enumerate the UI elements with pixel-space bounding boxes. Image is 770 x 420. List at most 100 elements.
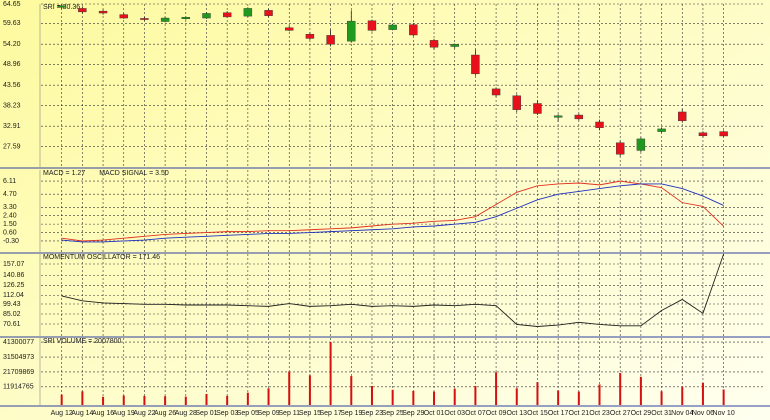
volume-bar (453, 388, 456, 405)
volume-bar (184, 396, 187, 405)
candle-body (657, 128, 666, 132)
x-tick-label: Nov 10 (713, 410, 735, 417)
y-tick-label: 27.59 (3, 143, 21, 150)
x-tick-label: Oct 21 (569, 410, 590, 417)
x-tick-label: Aug 16 (92, 410, 114, 417)
y-tick-label: 59.63 (3, 20, 21, 27)
candle-body (574, 114, 584, 120)
candle-body (512, 95, 521, 110)
legend: MOMENTUM OSCILLATOR = 171.46 (43, 254, 160, 261)
candle-body (181, 17, 191, 20)
volume-bar (267, 388, 270, 405)
candle-body (57, 5, 66, 8)
candle-body (326, 35, 335, 45)
x-tick-label: Sep 01 (195, 410, 217, 417)
candle-body (264, 10, 273, 16)
x-tick-label: Aug 12 (51, 410, 73, 417)
y-tick-label: 31504973 (3, 354, 34, 361)
x-tick-label: Oct 17 (548, 410, 569, 417)
legend: MACD SIGNAL = 3.50 (99, 170, 169, 177)
volume-bar (143, 395, 146, 405)
volume-bar (639, 376, 642, 405)
y-tick-label: 54.20 (3, 41, 21, 48)
y-tick-label: 112.04 (3, 292, 24, 299)
volume-bar (495, 372, 498, 405)
x-tick-label: Oct 09 (486, 410, 507, 417)
volume-bar (681, 386, 684, 405)
y-tick-label: 43.56 (3, 82, 21, 89)
candle-body (202, 13, 211, 19)
volume-bar (660, 391, 663, 405)
candle-body (367, 20, 377, 31)
candle-body (305, 34, 315, 39)
candle-body (119, 14, 128, 19)
x-tick-label: Aug 14 (71, 410, 93, 417)
y-tick-label: 70.61 (3, 321, 21, 328)
candle-body (678, 111, 687, 122)
candle-body (388, 24, 397, 30)
volume-bar (474, 385, 477, 405)
volume-bar (329, 342, 332, 405)
x-tick-label: Oct 31 (651, 410, 672, 417)
candle-body (222, 12, 232, 18)
y-tick-label: 3.30 (3, 204, 17, 211)
x-tick-label: Oct 29 (631, 410, 652, 417)
x-tick-label: Sep 09 (257, 410, 279, 417)
x-tick-label: Nov 06 (692, 410, 714, 417)
volume-bar (350, 376, 353, 405)
candle-body (471, 54, 480, 75)
volume-bar (102, 396, 105, 405)
x-tick-label: Aug 28 (175, 410, 197, 417)
y-tick-label: 11914765 (3, 384, 34, 391)
volume-bar (205, 394, 208, 405)
volume-bar (598, 384, 601, 405)
candle-body (553, 115, 563, 118)
volume-bar (288, 371, 291, 405)
candle-body (636, 138, 646, 151)
y-tick-label: 99.43 (3, 301, 21, 308)
volume-bar (557, 390, 560, 405)
candle-body (243, 8, 253, 17)
x-tick-label: Oct 03 (444, 410, 465, 417)
volume-bar (308, 375, 311, 405)
legend: SRI VOLUME = 2007800 (43, 338, 122, 345)
y-tick-label: 0.60 (3, 229, 17, 236)
y-tick-label: 4.70 (3, 191, 17, 198)
x-tick-label: Sep 05 (237, 410, 259, 417)
volume-bar (370, 385, 373, 405)
x-tick-label: Sep 29 (402, 410, 424, 417)
volume-bar (433, 391, 436, 405)
y-tick-label: 1.50 (3, 221, 17, 228)
series-line (61, 253, 725, 327)
candle-body (285, 27, 294, 31)
candle-body (347, 20, 356, 42)
volume-bar (722, 389, 725, 405)
candle-body (140, 18, 149, 20)
x-tick-label: Sep 23 (361, 410, 383, 417)
candle-body (78, 8, 87, 13)
y-tick-label: -0.30 (3, 238, 19, 245)
volume-bar (701, 382, 704, 405)
candle-body (160, 17, 170, 22)
volume-bar (81, 391, 84, 405)
volume-bar (391, 389, 394, 405)
volume-bar (226, 395, 229, 405)
volume-bar (246, 392, 249, 405)
volume-bar (515, 388, 518, 405)
x-tick-label: Sep 11 (278, 410, 300, 417)
y-tick-label: 38.23 (3, 103, 21, 110)
y-tick-label: 21709869 (3, 369, 34, 376)
candle-body (595, 121, 604, 128)
candle-body (491, 88, 501, 96)
x-tick-label: Sep 17 (320, 410, 342, 417)
candle-body (616, 142, 625, 155)
x-tick-label: Nov 04 (671, 410, 693, 417)
x-tick-label: Sep 19 (340, 410, 362, 417)
y-tick-label: 2.40 (3, 213, 17, 220)
x-tick-label: Aug 19 (113, 410, 135, 417)
candle-body (98, 10, 108, 14)
volume-bar (164, 396, 167, 405)
y-tick-label: 48.96 (3, 61, 21, 68)
x-tick-label: Sep 25 (382, 410, 404, 417)
